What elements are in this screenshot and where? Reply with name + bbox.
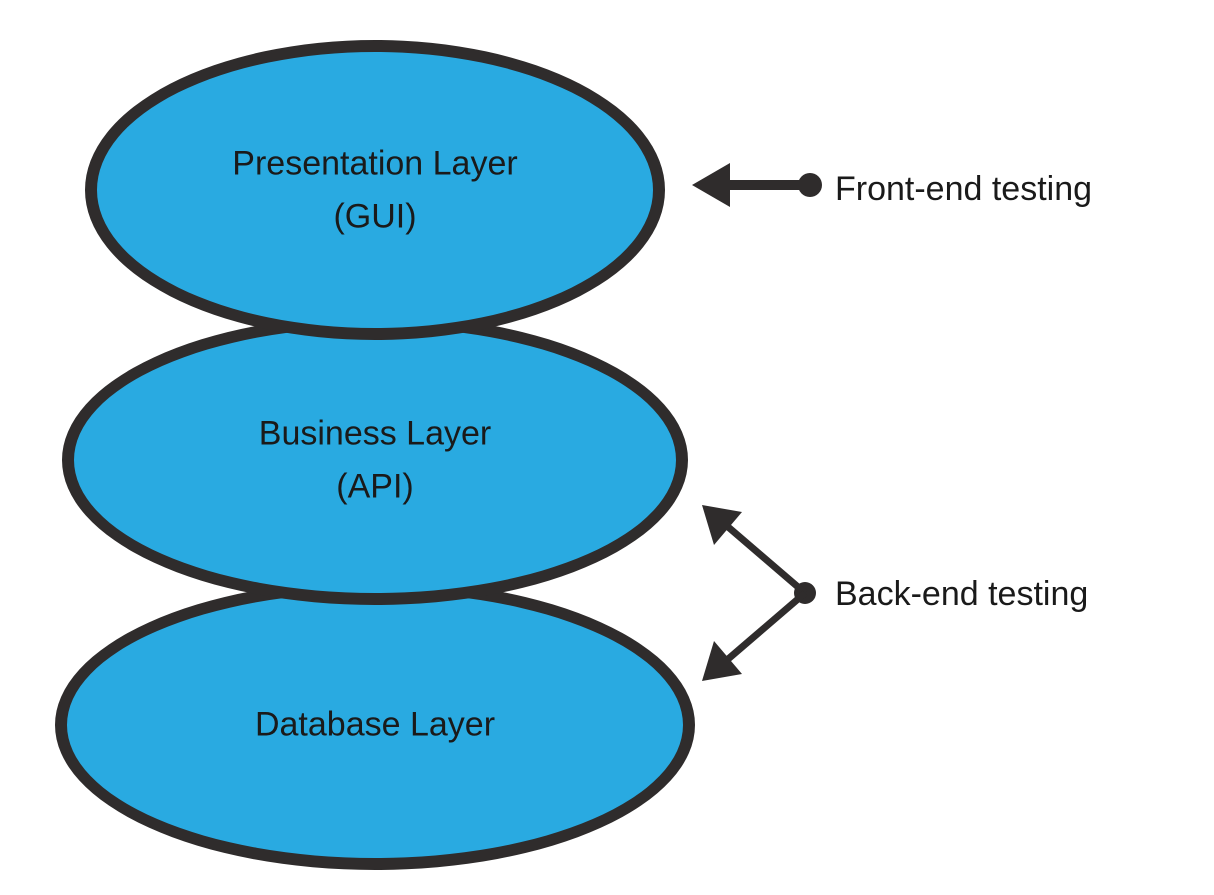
annotation-text: Front-end testing: [835, 170, 1092, 208]
arrow-head-icon: [702, 641, 742, 681]
annotation-text: Back-end testing: [835, 575, 1088, 613]
layer-business: Business Layer(API): [62, 315, 688, 605]
diagram-canvas: Presentation Layer(GUI) Business Layer(AP…: [0, 0, 1214, 895]
layer-label-line2: (API): [74, 460, 676, 513]
annotation-frontend: Front-end testing: [835, 170, 1092, 209]
layer-label-line1: Presentation Layer: [97, 137, 653, 190]
layer-presentation: Presentation Layer(GUI): [85, 40, 665, 340]
layer-label-line2: (GUI): [97, 190, 653, 243]
layer-label-database: Database Layer: [67, 699, 683, 752]
arrow-shaft-icon: [720, 593, 805, 666]
arrow-dot-icon: [794, 582, 816, 604]
layer-label-presentation: Presentation Layer(GUI): [97, 137, 653, 242]
layer-label-line1: Business Layer: [74, 407, 676, 460]
layer-label-business: Business Layer(API): [74, 407, 676, 512]
layer-database: Database Layer: [55, 580, 695, 870]
arrow-dot-icon: [798, 173, 822, 197]
arrow-head-icon: [702, 505, 742, 545]
layer-label-line1: Database Layer: [67, 699, 683, 752]
arrow-head-icon: [692, 163, 730, 207]
annotation-backend: Back-end testing: [835, 575, 1088, 614]
arrow-shaft-icon: [720, 520, 805, 593]
